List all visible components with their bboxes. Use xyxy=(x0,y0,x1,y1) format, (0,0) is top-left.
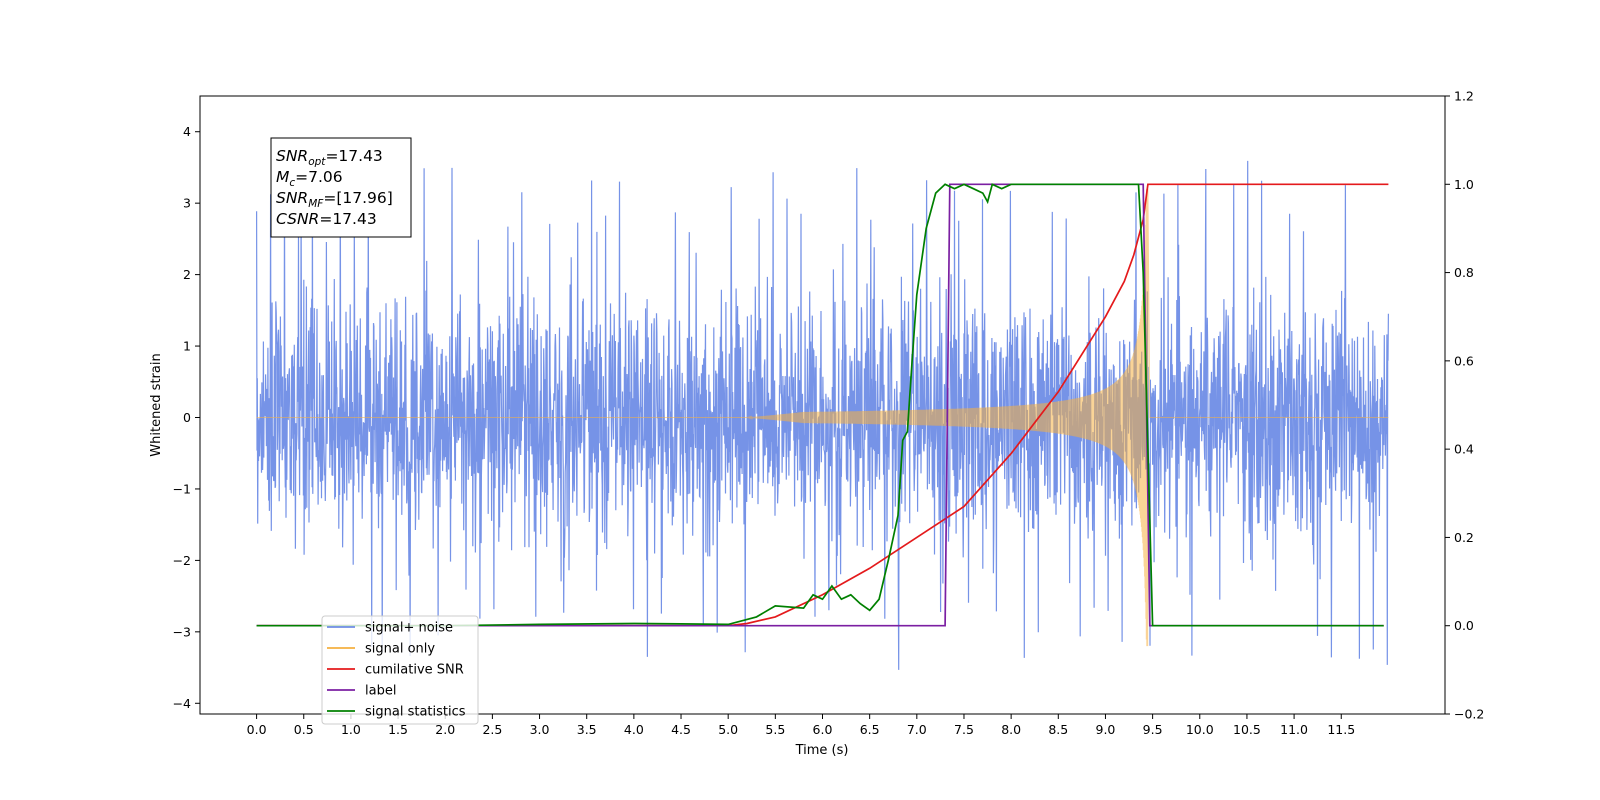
annotation-value: =7.06 xyxy=(295,168,343,186)
series-layer xyxy=(256,160,1390,670)
y-left-tick-label: 4 xyxy=(183,124,191,139)
x-tick-label: 8.5 xyxy=(1048,722,1068,737)
y-right-tick-label: 0.8 xyxy=(1454,265,1474,280)
series-signal-only xyxy=(256,188,1389,647)
x-tick-label: 10.5 xyxy=(1233,722,1261,737)
annotation-line: Mc=7.06 xyxy=(276,168,343,189)
legend-label-cumilative-snr: cumilative SNR xyxy=(365,663,464,678)
annotation-line: SNRopt=17.43 xyxy=(276,147,383,168)
legend-label-signal-statistics: signal statistics xyxy=(365,705,466,720)
y-left-tick-label: 3 xyxy=(183,196,191,211)
y-left-tick-label: −4 xyxy=(173,696,191,711)
legend: signal+ noise signal only cumilative SNR la… xyxy=(321,615,479,725)
y-left-tick-label: 2 xyxy=(183,267,191,282)
y-right-axis: −0.2 0.0 0.2 0.4 0.6 0.8 1.0 1.2 xyxy=(1445,89,1484,722)
annotation-value: =[17.96] xyxy=(323,189,392,207)
x-tick-label: 6.0 xyxy=(813,722,833,737)
y-right-tick-label: 1.2 xyxy=(1454,89,1474,104)
x-tick-label: 1.0 xyxy=(341,722,361,737)
y-right-tick-label: 1.0 xyxy=(1454,177,1474,192)
y-right-tick-label: 0.2 xyxy=(1454,530,1474,545)
annotation-subscript: MF xyxy=(308,198,324,210)
annotation-box: SNRopt=17.43Mc=7.06SNRMF=[17.96]CSNR=17.… xyxy=(270,137,412,238)
legend-label-label: label xyxy=(365,684,396,699)
y-left-tick-label: −3 xyxy=(173,624,191,639)
annotation-subscript: c xyxy=(289,177,295,189)
annotation-value: =17.43 xyxy=(319,210,376,228)
annotation-symbol: CSNR xyxy=(276,210,319,228)
y-right-tick-label: 0.6 xyxy=(1454,353,1474,368)
annotation-symbol: SNR xyxy=(276,189,308,207)
x-tick-label: 10.0 xyxy=(1186,722,1214,737)
x-tick-label: 0.5 xyxy=(294,722,314,737)
legend-frame xyxy=(321,615,479,725)
x-tick-label: 5.0 xyxy=(718,722,738,737)
x-tick-label: 3.0 xyxy=(530,722,550,737)
y-right-tick-label: 0.0 xyxy=(1454,618,1474,633)
legend-label-signal-only: signal only xyxy=(365,642,435,657)
x-tick-label: 4.0 xyxy=(624,722,644,737)
series-signal-statistics xyxy=(256,183,1384,627)
x-tick-label: 9.0 xyxy=(1096,722,1116,737)
x-axis-label: Time (s) xyxy=(795,743,849,758)
y-left-tick-label: 1 xyxy=(183,339,191,354)
x-tick-label: 6.5 xyxy=(860,722,880,737)
x-tick-label: 7.0 xyxy=(907,722,927,737)
x-tick-label: 11.5 xyxy=(1327,722,1355,737)
x-tick-label: 4.5 xyxy=(671,722,691,737)
x-tick-label: 3.5 xyxy=(577,722,597,737)
series-signal-noise xyxy=(256,160,1390,670)
legend-label-signal-noise: signal+ noise xyxy=(365,621,453,636)
x-tick-label: 1.5 xyxy=(388,722,408,737)
x-tick-label: 5.5 xyxy=(765,722,785,737)
x-tick-label: 8.0 xyxy=(1001,722,1021,737)
series-cumilative-snr xyxy=(256,183,1389,627)
x-tick-label: 2.0 xyxy=(435,722,455,737)
y-right-tick-label: 0.4 xyxy=(1454,442,1474,457)
x-tick-label: 2.5 xyxy=(482,722,502,737)
y-axis-label: Whitened strain xyxy=(149,353,164,456)
annotation-value: =17.43 xyxy=(325,147,382,165)
x-tick-label: 11.0 xyxy=(1280,722,1308,737)
x-tick-label: 0.0 xyxy=(247,722,267,737)
y-right-tick-label: −0.2 xyxy=(1454,707,1484,722)
annotation-subscript: opt xyxy=(308,156,326,168)
annotation-line: CSNR=17.43 xyxy=(276,210,377,228)
x-axis: 0.0 0.5 1.0 1.5 2.0 2.5 3.0 3.5 4.0 4.5 5.0 5.5 6.0 6… xyxy=(247,714,1355,737)
x-tick-label: 7.5 xyxy=(954,722,974,737)
y-left-tick-label: −1 xyxy=(173,481,191,496)
annotation-frame xyxy=(270,137,412,238)
y-left-tick-label: 0 xyxy=(183,410,191,425)
annotation-symbol: SNR xyxy=(276,147,308,165)
x-tick-label: 9.5 xyxy=(1143,722,1163,737)
annotation-symbol: M xyxy=(276,168,289,186)
y-left-axis: −4 −3 −2 −1 0 1 2 3 4 xyxy=(173,124,200,711)
annotation-line: SNRMF=[17.96] xyxy=(276,189,393,210)
y-left-tick-label: −2 xyxy=(173,553,191,568)
